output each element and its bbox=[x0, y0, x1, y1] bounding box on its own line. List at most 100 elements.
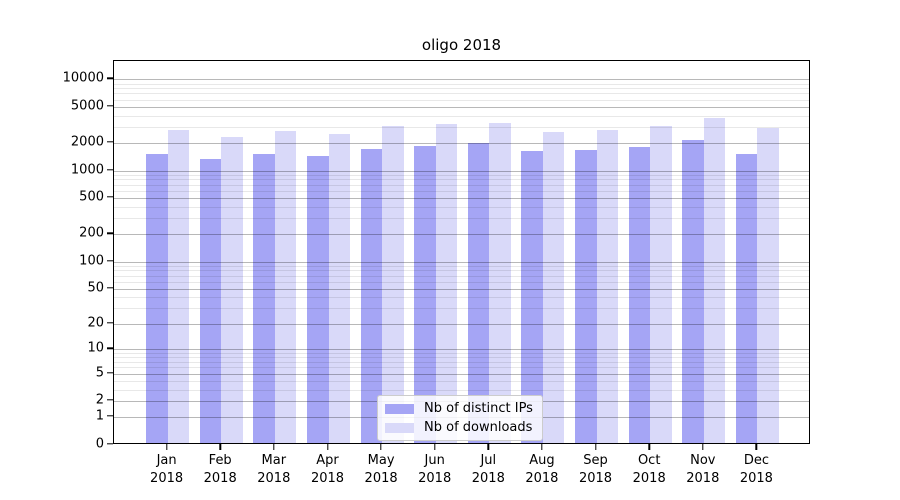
x-tick-label-aug: Aug 2018 bbox=[525, 453, 559, 486]
x-tick-mark-mar bbox=[273, 444, 275, 450]
bar-downloads-feb bbox=[221, 136, 243, 443]
x-tick-label-apr: Apr 2018 bbox=[310, 453, 345, 486]
x-tick-mark-may bbox=[380, 444, 382, 450]
bar-distinct-ips-may bbox=[360, 149, 383, 443]
y-tick-mark-5000 bbox=[107, 105, 113, 107]
y-tick-label-2: 2 bbox=[95, 392, 104, 408]
bars-layer bbox=[114, 61, 809, 443]
bar-downloads-aug bbox=[542, 132, 565, 443]
x-tick-label-nov: Nov 2018 bbox=[686, 453, 720, 486]
minor-gridline-70 bbox=[114, 275, 809, 277]
y-tick-label-10000: 10000 bbox=[62, 70, 104, 86]
y-tick-label-0: 0 bbox=[95, 436, 104, 451]
minor-gridline-30 bbox=[114, 308, 809, 310]
major-gridline-500 bbox=[114, 198, 809, 199]
bar-downloads-jan bbox=[167, 129, 190, 443]
minor-gridline-7000 bbox=[114, 93, 809, 95]
y-tick-mark-1 bbox=[107, 415, 113, 417]
x-tick-label-jul: Jul 2018 bbox=[471, 453, 505, 486]
y-tick-label-5000: 5000 bbox=[70, 98, 104, 114]
bar-downloads-dec bbox=[757, 127, 779, 443]
major-gridline-20 bbox=[114, 323, 809, 325]
y-tick-label-200: 200 bbox=[79, 225, 104, 241]
chart-title: oligo 2018 bbox=[421, 36, 502, 54]
minor-gridline-4 bbox=[114, 380, 809, 382]
x-tick-label-mar: Mar 2018 bbox=[257, 453, 291, 486]
y-tick-label-2000: 2000 bbox=[70, 134, 104, 150]
y-tick-mark-10000 bbox=[107, 77, 113, 79]
major-gridline-2000 bbox=[114, 143, 809, 145]
plot-area bbox=[113, 60, 810, 444]
bar-downloads-apr bbox=[328, 133, 350, 443]
x-tick-label-jan: Jan 2018 bbox=[150, 453, 184, 486]
major-gridline-200 bbox=[114, 234, 809, 236]
bar-distinct-ips-jan bbox=[146, 154, 168, 443]
legend-label-distinct-ips: Nb of distinct IPs bbox=[424, 401, 533, 416]
y-tick-label-50: 50 bbox=[87, 280, 104, 296]
minor-gridline-300 bbox=[114, 218, 809, 220]
x-tick-mark-sep bbox=[594, 444, 597, 450]
y-tick-label-10: 10 bbox=[87, 340, 104, 356]
y-tick-mark-100 bbox=[107, 259, 113, 262]
bar-downloads-jun bbox=[435, 123, 458, 443]
major-gridline-5 bbox=[114, 373, 809, 375]
bar-downloads-sep bbox=[596, 129, 618, 443]
y-tick-mark-2000 bbox=[107, 141, 113, 143]
y-tick-mark-5 bbox=[107, 371, 113, 374]
x-tick-mark-jan bbox=[165, 444, 168, 450]
x-tick-mark-apr bbox=[326, 444, 329, 450]
minor-gridline-3 bbox=[114, 389, 809, 391]
x-tick-label-may: May 2018 bbox=[364, 453, 398, 486]
x-tick-mark-dec bbox=[755, 444, 758, 450]
distinct-ips-swatch-icon bbox=[385, 403, 414, 414]
minor-gridline-3000 bbox=[114, 127, 809, 128]
major-gridline-5000 bbox=[114, 106, 809, 108]
x-tick-label-feb: Feb 2018 bbox=[203, 453, 237, 486]
bar-downloads-mar bbox=[274, 131, 297, 443]
y-tick-label-5: 5 bbox=[95, 365, 104, 380]
y-tick-label-20: 20 bbox=[87, 315, 104, 331]
legend: Nb of distinct IPs Nb of downloads bbox=[377, 395, 543, 441]
y-tick-mark-1000 bbox=[107, 168, 113, 171]
bar-distinct-ips-jul bbox=[467, 142, 490, 443]
minor-gridline-8 bbox=[114, 357, 809, 359]
minor-gridline-40 bbox=[114, 297, 809, 299]
minor-gridline-700 bbox=[114, 184, 809, 186]
y-tick-mark-20 bbox=[107, 322, 113, 324]
bar-downloads-jul bbox=[489, 123, 511, 443]
minor-gridline-4000 bbox=[114, 115, 809, 117]
bar-downloads-oct bbox=[650, 126, 672, 443]
bar-distinct-ips-nov bbox=[682, 139, 704, 443]
x-tick-mark-feb bbox=[219, 444, 221, 450]
y-tick-mark-10 bbox=[107, 347, 113, 350]
minor-gridline-9000 bbox=[114, 83, 809, 85]
minor-gridline-6 bbox=[114, 367, 809, 369]
bar-distinct-ips-feb bbox=[199, 158, 222, 443]
legend-row-distinct-ips: Nb of distinct IPs bbox=[385, 401, 533, 416]
minor-gridline-9 bbox=[114, 353, 809, 355]
minor-gridline-600 bbox=[114, 190, 809, 192]
major-gridline-10000 bbox=[114, 79, 809, 81]
y-tick-label-100: 100 bbox=[79, 253, 104, 268]
bar-distinct-ips-mar bbox=[253, 154, 275, 443]
x-tick-mark-aug bbox=[541, 444, 543, 450]
y-tick-label-500: 500 bbox=[79, 189, 104, 205]
grid-layer bbox=[114, 61, 809, 443]
minor-gridline-8000 bbox=[114, 88, 809, 90]
bar-distinct-ips-oct bbox=[628, 146, 651, 443]
legend-row-downloads: Nb of downloads bbox=[385, 420, 533, 435]
x-tick-mark-jun bbox=[433, 444, 436, 450]
x-tick-mark-nov bbox=[702, 444, 704, 450]
x-tick-label-sep: Sep 2018 bbox=[578, 453, 613, 486]
minor-gridline-7 bbox=[114, 362, 809, 364]
y-tick-mark-0 bbox=[107, 442, 113, 445]
bar-downloads-nov bbox=[703, 118, 726, 443]
minor-gridline-90 bbox=[114, 265, 809, 267]
bar-downloads-may bbox=[382, 125, 404, 443]
minor-gridline-60 bbox=[114, 281, 809, 283]
bar-distinct-ips-sep bbox=[575, 149, 597, 443]
downloads-swatch-icon bbox=[385, 422, 414, 433]
minor-gridline-80 bbox=[114, 270, 809, 272]
y-tick-label-1000: 1000 bbox=[70, 162, 104, 178]
minor-gridline-400 bbox=[114, 206, 809, 208]
